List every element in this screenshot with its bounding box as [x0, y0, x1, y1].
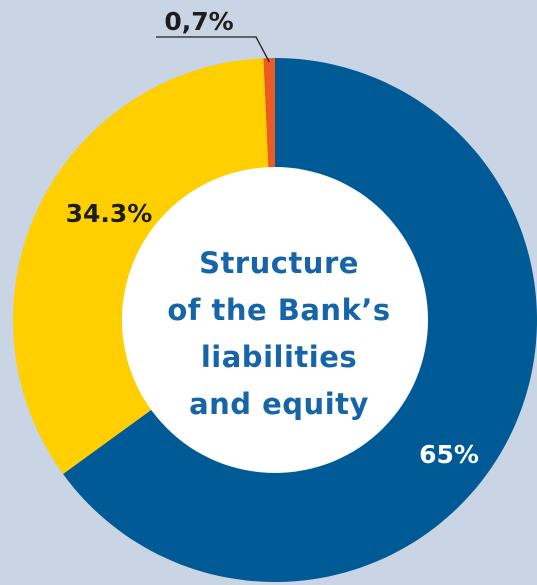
- label-65-percent: 65%: [419, 440, 479, 469]
- chart-title: Structure of the Bank’s liabilities and …: [142, 240, 416, 428]
- chart-title-line-2: of the Bank’s: [167, 293, 391, 327]
- chart-title-line-1: Structure: [199, 246, 359, 280]
- chart-title-line-3: liabilities: [200, 340, 358, 374]
- label-0-7-percent: 0,7%: [164, 7, 233, 36]
- label-34-3-percent: 34.3%: [66, 199, 153, 228]
- chart-title-line-4: and equity: [189, 387, 369, 421]
- leader-line: [156, 36, 270, 63]
- donut-hole: [122, 167, 428, 473]
